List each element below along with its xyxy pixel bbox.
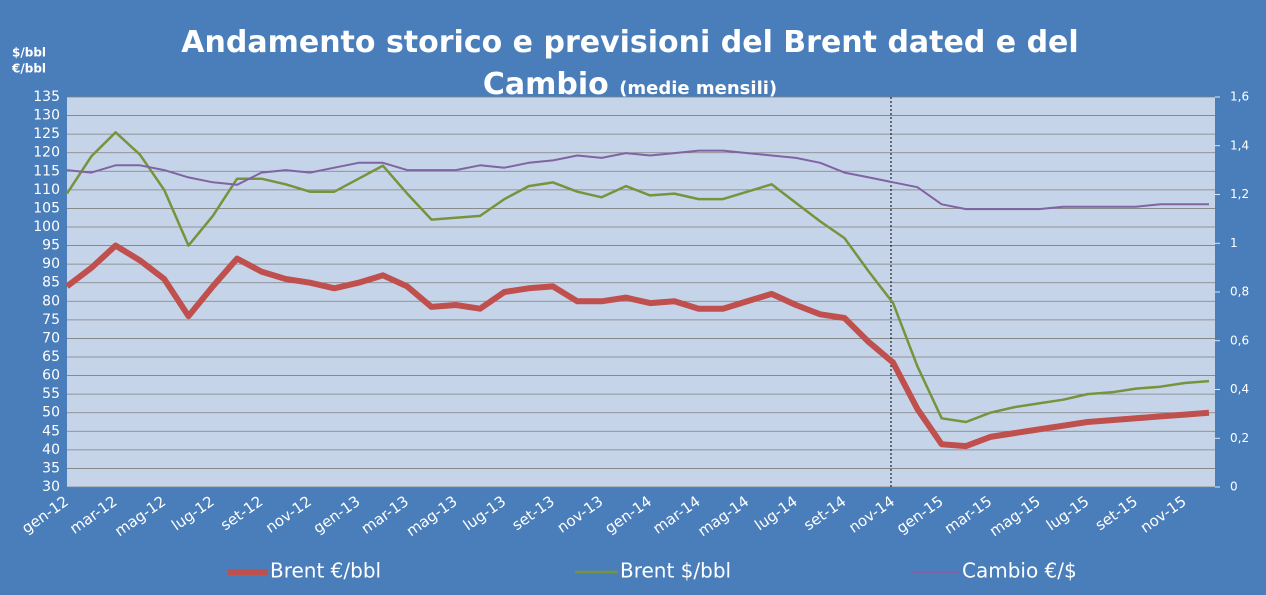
x-tick-label: mar-14 xyxy=(649,492,703,537)
x-tick-label: mar-12 xyxy=(66,492,120,537)
x-tick-label: lug-13 xyxy=(460,492,509,534)
y-tick-label: 95 xyxy=(42,238,60,254)
y-tick-label: 35 xyxy=(42,460,60,476)
y-tick-label: 130 xyxy=(33,108,60,124)
x-tick-label: set-12 xyxy=(217,492,266,534)
y-tick-label: 120 xyxy=(33,145,60,161)
x-tick-label: mag-14 xyxy=(695,492,753,540)
y-tick-label: 90 xyxy=(42,256,60,272)
y-tick-label: 55 xyxy=(42,386,60,402)
x-tick-label: gen-13 xyxy=(310,492,364,537)
y-tick-label: 30 xyxy=(42,479,60,495)
y-unit: €/bbl xyxy=(11,62,46,76)
y2-tick-label: 1,6 xyxy=(1230,90,1249,104)
chart-title: Andamento storico e previsioni del Brent… xyxy=(160,22,1100,110)
subtitle: (medie mensili) xyxy=(619,78,778,99)
y2-tick-label: 1,2 xyxy=(1230,187,1249,201)
x-tick-label: lug-15 xyxy=(1043,492,1092,534)
legend-label: Brent €/bbl xyxy=(270,559,381,583)
y-tick-label: 65 xyxy=(42,349,60,365)
y-tick-label: 105 xyxy=(33,200,60,216)
y-tick-label: 125 xyxy=(33,126,60,142)
series-line xyxy=(65,242,1210,450)
y2-tick-label: 0,2 xyxy=(1230,431,1249,445)
y2-tick-label: 0,6 xyxy=(1230,333,1249,347)
y-tick-label: 40 xyxy=(42,442,60,458)
y2-tick-label: 0,8 xyxy=(1230,285,1249,299)
x-tick-label: nov-14 xyxy=(845,492,898,536)
y-tick-label: 85 xyxy=(42,275,60,291)
y-tick-label: 80 xyxy=(42,293,60,309)
x-tick-label: nov-15 xyxy=(1137,492,1190,536)
x-tick-label: nov-12 xyxy=(262,492,315,536)
y-tick-label: 100 xyxy=(33,219,60,235)
y-unit: $/bbl xyxy=(12,46,46,60)
y2-tick-label: 1,4 xyxy=(1230,138,1249,152)
x-tick-label: lug-14 xyxy=(751,492,800,534)
y-tick-label: 45 xyxy=(42,423,60,439)
y2-tick-label: 0 xyxy=(1230,480,1238,494)
x-tick-label: nov-13 xyxy=(554,492,607,536)
x-tick-label: mar-13 xyxy=(358,492,412,537)
x-tick-label: lug-12 xyxy=(168,492,217,534)
x-tick-label: gen-12 xyxy=(18,492,72,537)
x-tick-label: gen-14 xyxy=(601,492,655,537)
y-tick-label: 115 xyxy=(33,163,60,179)
x-tick-label: gen-15 xyxy=(893,492,947,537)
legend-label: Cambio €/$ xyxy=(962,559,1077,583)
y-tick-label: 110 xyxy=(33,182,60,198)
x-tick-label: mag-15 xyxy=(986,492,1044,540)
y-tick-label: 135 xyxy=(33,89,60,105)
x-tick-label: set-14 xyxy=(800,492,849,534)
x-tick-label: set-15 xyxy=(1092,492,1141,534)
y2-tick-label: 0,4 xyxy=(1230,382,1249,396)
y-tick-label: 50 xyxy=(42,405,60,421)
y-tick-label: 70 xyxy=(42,330,60,346)
x-tick-label: mar-15 xyxy=(941,492,995,537)
title-text: Andamento storico e previsioni del Brent… xyxy=(181,25,1079,102)
series-line xyxy=(65,131,1210,424)
y-tick-label: 60 xyxy=(42,368,60,384)
series-line xyxy=(66,149,1209,211)
legend-label: Brent $/bbl xyxy=(620,559,731,583)
x-tick-label: mag-13 xyxy=(403,492,461,540)
y-tick-label: 75 xyxy=(42,312,60,328)
x-tick-label: set-13 xyxy=(509,492,558,534)
y2-tick-label: 1 xyxy=(1230,236,1238,250)
plot-area xyxy=(67,97,1215,487)
x-tick-label: mag-12 xyxy=(111,492,169,540)
